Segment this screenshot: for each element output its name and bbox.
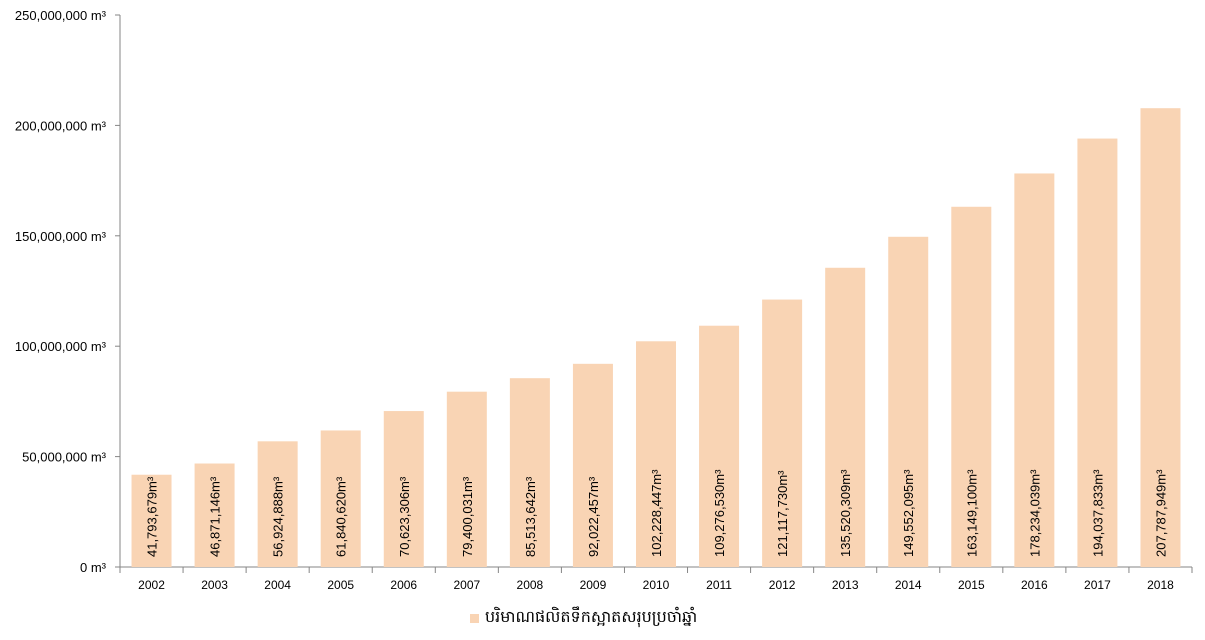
x-tick-label: 2015 [958, 578, 985, 592]
x-tick-label: 2003 [201, 578, 228, 592]
data-label: 178,234,039m³ [1027, 469, 1042, 557]
x-tick-label: 2004 [264, 578, 291, 592]
x-tick-label: 2002 [138, 578, 165, 592]
data-label: 121,117,730m³ [775, 470, 790, 557]
x-tick-label: 2011 [706, 578, 732, 592]
y-axis: 0 m³ 50,000,000 m³ 100,000,000 m³ 150,000,0… [15, 8, 121, 575]
bar [572, 363, 613, 567]
bar [1014, 173, 1055, 568]
data-label: 135,520,309m³ [838, 469, 853, 557]
data-label: 61,840,620m³ [334, 476, 349, 557]
bar [825, 267, 866, 567]
bar [1077, 138, 1118, 568]
data-label: 109,276,530m³ [712, 469, 727, 557]
bar [888, 236, 929, 567]
x-tick-label: 2017 [1084, 578, 1111, 592]
x-tick-label: 2012 [769, 578, 796, 592]
legend-swatch [470, 613, 479, 623]
y-tick-label: 150,000,000 m³ [15, 229, 107, 244]
data-label: 70,623,306m³ [397, 476, 412, 557]
x-tick-label: 2016 [1021, 578, 1048, 592]
bar-labels: 41,793,679m³ 46,871,146m³ 56,924,888m³ 61,8… [145, 469, 1169, 557]
bar [131, 474, 172, 567]
bar [636, 341, 676, 567]
bar [951, 206, 992, 567]
data-label: 92,022,457m³ [586, 476, 601, 557]
x-tick-label: 2010 [643, 578, 670, 592]
legend: បរិមាណផលិតទឹកស្អាតសរុបប្រចាំឆ្នាំ [470, 606, 697, 630]
data-label: 41,793,679m³ [145, 476, 160, 557]
y-tick-label: 200,000,000 m³ [15, 118, 107, 133]
bar [762, 299, 803, 567]
data-label: 56,924,888m³ [271, 476, 286, 557]
y-tick-label: 100,000,000 m³ [15, 339, 107, 354]
bar [383, 411, 424, 567]
data-label: 194,037,833m³ [1090, 469, 1105, 557]
data-label: 46,871,146m³ [208, 476, 223, 557]
bar [257, 441, 298, 567]
bar [320, 430, 361, 567]
x-tick-label: 2018 [1147, 578, 1174, 592]
x-tick-label: 2006 [390, 578, 417, 592]
data-label: 85,513,642m³ [523, 476, 538, 557]
x-tick-label: 2005 [327, 578, 354, 592]
bar [446, 391, 487, 567]
data-label: 163,149,100m³ [964, 469, 979, 557]
x-tick-label: 2013 [832, 578, 859, 592]
data-label: 149,552,095m³ [901, 469, 916, 557]
x-tick-label: 2009 [580, 578, 607, 592]
bar [1140, 108, 1181, 567]
legend-label: បរិមាណផលិតទឹកស្អាតសរុបប្រចាំឆ្នាំ [485, 607, 698, 626]
x-tick-label: 2008 [517, 578, 544, 592]
bars [131, 108, 1181, 568]
x-axis: 2002 2003 2004 2005 2006 2007 2008 2009 2010 2011… [119, 566, 1193, 592]
bar [194, 463, 235, 567]
data-label: 102,228,447m³ [649, 469, 664, 557]
x-tick-label: 2007 [453, 578, 480, 592]
y-tick-label: 50,000,000 m³ [22, 450, 107, 465]
x-tick-label: 2014 [895, 578, 922, 592]
data-label: 207,787,949m³ [1153, 469, 1168, 557]
y-tick-label: 0 m³ [80, 560, 107, 575]
bar [509, 378, 550, 567]
y-tick-label: 250,000,000 m³ [15, 8, 107, 23]
data-label: 79,400,031m³ [460, 476, 475, 557]
bar [699, 325, 740, 567]
